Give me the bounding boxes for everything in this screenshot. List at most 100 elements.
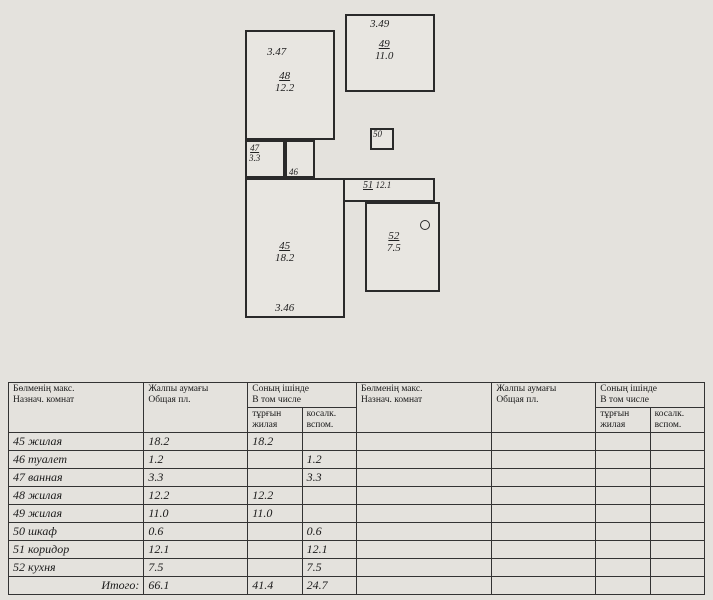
room-table: Бөлменің макс.Назнач. комнат Жалпы аумағ… xyxy=(8,382,705,595)
cell-empty xyxy=(596,576,650,594)
cell-empty xyxy=(596,432,650,450)
cell-liv xyxy=(248,468,302,486)
cell-empty xyxy=(492,558,596,576)
room-51-num: 51 xyxy=(363,180,373,191)
cell-room: 50 шкаф xyxy=(9,522,144,540)
room-47-num: 47 xyxy=(250,143,259,153)
cell-empty xyxy=(356,450,491,468)
room-45-num: 45 xyxy=(279,240,290,252)
cell-empty xyxy=(356,486,491,504)
label-51: 51 12.1 xyxy=(363,180,391,191)
hdr-liv-1: тұрғынжилая xyxy=(248,407,302,432)
cell-empty xyxy=(492,468,596,486)
room-52-area: 7.5 xyxy=(387,242,401,254)
hdr-aux-2: косалк.вспом. xyxy=(650,407,704,432)
cell-total-liv: 41.4 xyxy=(248,576,302,594)
room-48-area: 12.2 xyxy=(275,82,294,94)
floor-plan: 3.47 48 12.2 3.49 49 11.0 47 3.3 46 50 5… xyxy=(235,10,475,340)
cell-room: 46 туалет xyxy=(9,450,144,468)
cell-liv xyxy=(248,522,302,540)
table-row: 47 ванная3.33.3 xyxy=(9,468,705,486)
cell-empty xyxy=(650,486,704,504)
cell-empty xyxy=(596,540,650,558)
room-48-num: 48 xyxy=(279,70,290,82)
cell-empty xyxy=(356,504,491,522)
hdr-liv-2: тұрғынжилая xyxy=(596,407,650,432)
cell-empty xyxy=(356,558,491,576)
cell-room: 52 кухня xyxy=(9,558,144,576)
label-52: 52 7.5 xyxy=(387,230,401,254)
hdr-total-1: Жалпы аумағыОбщая пл. xyxy=(144,383,248,433)
cell-aux: 0.6 xyxy=(302,522,356,540)
label-49: 49 11.0 xyxy=(375,38,393,62)
cell-total: 7.5 xyxy=(144,558,248,576)
hdr-aux-1: косалк.вспом. xyxy=(302,407,356,432)
cell-liv: 11.0 xyxy=(248,504,302,522)
dim-48-top: 3.47 xyxy=(267,46,286,58)
cell-empty xyxy=(650,468,704,486)
cell-total: 12.1 xyxy=(144,540,248,558)
table-row: 46 туалет1.21.2 xyxy=(9,450,705,468)
cell-empty xyxy=(650,540,704,558)
cell-total-aux: 24.7 xyxy=(302,576,356,594)
cell-liv xyxy=(248,558,302,576)
hdr-incl-1: Соның ішіндеВ том числе xyxy=(248,383,357,408)
room-52-num: 52 xyxy=(388,230,399,242)
cell-empty xyxy=(650,450,704,468)
cell-empty xyxy=(650,558,704,576)
cell-empty xyxy=(356,522,491,540)
cell-aux xyxy=(302,504,356,522)
cell-empty xyxy=(492,576,596,594)
hdr-total-2: Жалпы аумағыОбщая пл. xyxy=(492,383,596,433)
dim-45-bottom: 3.46 xyxy=(275,302,294,314)
room-45-area: 18.2 xyxy=(275,252,294,264)
cell-aux: 12.1 xyxy=(302,540,356,558)
table-row: 51 коридор12.112.1 xyxy=(9,540,705,558)
table-row: 48 жилая12.212.2 xyxy=(9,486,705,504)
cell-empty xyxy=(492,486,596,504)
cell-empty xyxy=(650,432,704,450)
cell-total: 12.2 xyxy=(144,486,248,504)
cell-empty xyxy=(650,522,704,540)
cell-empty xyxy=(356,468,491,486)
label-47: 47 3.3 xyxy=(249,144,260,164)
cell-aux xyxy=(302,486,356,504)
cell-aux: 3.3 xyxy=(302,468,356,486)
table-row: 52 кухня7.57.5 xyxy=(9,558,705,576)
cell-total-label: Итого: xyxy=(9,576,144,594)
cell-empty xyxy=(596,504,650,522)
cell-liv: 12.2 xyxy=(248,486,302,504)
cell-empty xyxy=(356,432,491,450)
cell-aux xyxy=(302,432,356,450)
cell-empty xyxy=(356,576,491,594)
label-45: 45 18.2 xyxy=(275,240,294,264)
cell-total: 0.6 xyxy=(144,522,248,540)
cell-room: 49 жилая xyxy=(9,504,144,522)
label-50: 50 xyxy=(373,130,382,140)
cell-total: 1.2 xyxy=(144,450,248,468)
table-total-row: Итого:66.141.424.7 xyxy=(9,576,705,594)
label-46: 46 xyxy=(289,168,298,178)
cell-room: 48 жилая xyxy=(9,486,144,504)
cell-empty xyxy=(596,486,650,504)
cell-total: 3.3 xyxy=(144,468,248,486)
room-51-area: 12.1 xyxy=(376,180,392,190)
room-52 xyxy=(365,202,440,292)
cell-empty xyxy=(650,576,704,594)
cell-empty xyxy=(596,558,650,576)
cell-liv: 18.2 xyxy=(248,432,302,450)
cell-total-total: 66.1 xyxy=(144,576,248,594)
room-49-num: 49 xyxy=(379,38,390,50)
table-row: 50 шкаф0.60.6 xyxy=(9,522,705,540)
room-49-area: 11.0 xyxy=(375,50,393,62)
room-45 xyxy=(245,178,345,318)
fixture-icon xyxy=(420,220,430,230)
cell-empty xyxy=(492,432,596,450)
table-row: 49 жилая11.011.0 xyxy=(9,504,705,522)
cell-empty xyxy=(596,450,650,468)
table-row: 45 жилая18.218.2 xyxy=(9,432,705,450)
cell-aux: 7.5 xyxy=(302,558,356,576)
cell-liv xyxy=(248,540,302,558)
cell-empty xyxy=(596,468,650,486)
hdr-room-1: Бөлменің макс.Назнач. комнат xyxy=(9,383,144,433)
